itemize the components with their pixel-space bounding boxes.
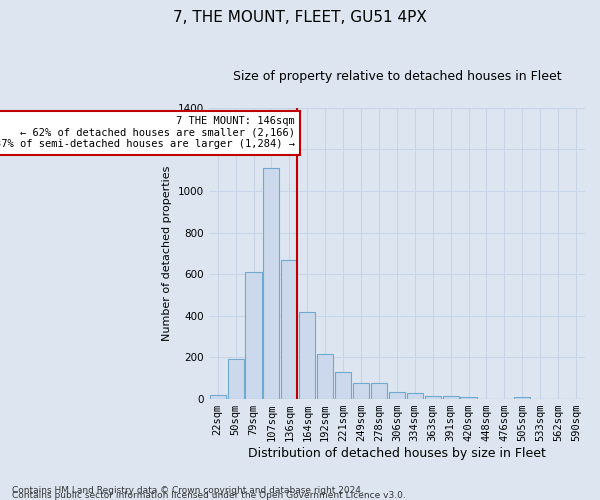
- Text: 7, THE MOUNT, FLEET, GU51 4PX: 7, THE MOUNT, FLEET, GU51 4PX: [173, 10, 427, 25]
- Text: 7 THE MOUNT: 146sqm
← 62% of detached houses are smaller (2,166)
37% of semi-det: 7 THE MOUNT: 146sqm ← 62% of detached ho…: [0, 116, 295, 150]
- Bar: [407, 393, 423, 399]
- Bar: [281, 260, 298, 399]
- Bar: [335, 372, 351, 399]
- Bar: [514, 397, 530, 399]
- Bar: [460, 397, 476, 399]
- Text: Contains HM Land Registry data © Crown copyright and database right 2024.: Contains HM Land Registry data © Crown c…: [12, 486, 364, 495]
- Bar: [443, 396, 458, 399]
- Title: Size of property relative to detached houses in Fleet: Size of property relative to detached ho…: [233, 70, 561, 83]
- Bar: [317, 354, 333, 399]
- Bar: [263, 168, 280, 399]
- Bar: [389, 392, 405, 399]
- X-axis label: Distribution of detached houses by size in Fleet: Distribution of detached houses by size …: [248, 447, 546, 460]
- Bar: [371, 384, 387, 399]
- Bar: [227, 358, 244, 399]
- Bar: [353, 384, 369, 399]
- Bar: [425, 396, 441, 399]
- Y-axis label: Number of detached properties: Number of detached properties: [162, 166, 172, 341]
- Text: Contains public sector information licensed under the Open Government Licence v3: Contains public sector information licen…: [12, 491, 406, 500]
- Bar: [245, 272, 262, 399]
- Bar: [209, 395, 226, 399]
- Bar: [299, 312, 316, 399]
